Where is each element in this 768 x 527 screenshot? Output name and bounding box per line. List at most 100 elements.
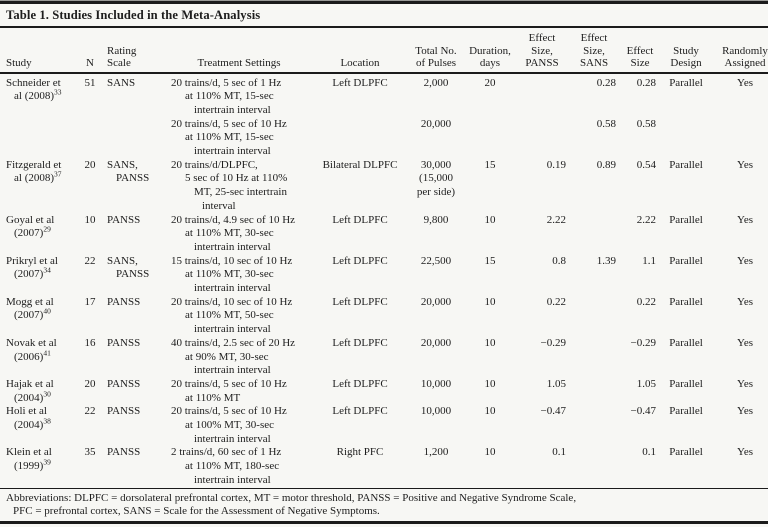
cell-line: at 110% MT, 15-sec bbox=[185, 131, 274, 144]
cell-line: PANSS bbox=[107, 295, 141, 308]
cell-random: Yes bbox=[736, 446, 753, 459]
cell-random: Yes bbox=[736, 295, 753, 308]
study-name-line: (2004)30 bbox=[14, 389, 51, 404]
cell-line: 1,200 bbox=[423, 446, 449, 459]
cell-design: Parallel bbox=[669, 405, 703, 418]
cell-line: at 100% MT, 30-sec bbox=[185, 419, 274, 432]
cell-study bbox=[0, 118, 78, 159]
cell-es_sans: 0.89 bbox=[596, 158, 616, 171]
cell-treatment: 20 trains/d/DLPFC, 5 sec of 10 Hz at 110%… bbox=[165, 159, 313, 214]
study-name-line: Hajak et al bbox=[6, 377, 54, 390]
cell-rating: SANS, PANSS bbox=[102, 255, 165, 296]
cell-treatment: 20 trains/d, 5 sec of 1 Hz at 110% MT, 15… bbox=[165, 73, 313, 118]
cell-rating: PANSS bbox=[102, 214, 165, 255]
cell-line: 5 sec of 10 Hz at 110% bbox=[185, 172, 288, 185]
study-row: Mogg et al (2007)40 17 PANSS 20 trains/d, 10… bbox=[0, 296, 768, 337]
title-underline-rule bbox=[0, 26, 768, 28]
cell-line: PANSS bbox=[116, 172, 150, 185]
cell-treatment: 2 trains/d, 60 sec of 1 Hz at 110% MT, 18… bbox=[165, 446, 313, 487]
cell-line: SANS, bbox=[107, 254, 138, 267]
cell-duration: 20 bbox=[484, 76, 496, 89]
cell-line: PANSS bbox=[107, 405, 141, 418]
header-row: Study N Rating Scale Treatment Settings Locat… bbox=[0, 28, 768, 73]
header-line: Rating bbox=[107, 44, 137, 57]
cell-line: 10,000 bbox=[420, 377, 452, 390]
cell-es: 1.05 bbox=[636, 377, 656, 390]
header-line: Size bbox=[630, 57, 650, 69]
cell-n: 35 bbox=[84, 446, 96, 459]
header-line: Scale bbox=[107, 57, 131, 69]
cell-treatment: 20 trains/d, 10 sec of 10 Hz at 110% MT, … bbox=[165, 296, 313, 337]
citation-superscript: 40 bbox=[43, 306, 51, 316]
cell-line: 9,800 bbox=[423, 213, 449, 226]
column-header-rating: Rating Scale bbox=[102, 28, 165, 73]
study-row: Novak et al (2006)41 16 PANSS 40 trains/d, 2… bbox=[0, 337, 768, 378]
cell-es: 1.1 bbox=[642, 254, 656, 267]
cell-random: Yes bbox=[736, 336, 753, 349]
cell-location: Left DLPFC bbox=[332, 254, 388, 267]
cell-n: 51 bbox=[84, 76, 96, 89]
column-header-es: Effect Size bbox=[619, 28, 661, 73]
study-row: Goyal et al (2007)29 10 PANSS 20 trains/d, 4… bbox=[0, 214, 768, 255]
cell-es_sans bbox=[569, 214, 619, 255]
cell-es_panss bbox=[515, 73, 569, 118]
header-line: N bbox=[86, 57, 94, 69]
header-line: Study bbox=[673, 44, 699, 57]
cell-es_sans: 0.58 bbox=[596, 117, 616, 130]
study-name-line: Fitzgerald et bbox=[6, 158, 62, 171]
citation-superscript: 30 bbox=[43, 389, 51, 399]
cell-line: 40 trains/d, 2.5 sec of 20 Hz bbox=[171, 336, 296, 349]
study-name-line: (2006)41 bbox=[14, 347, 51, 363]
cell-design: Parallel bbox=[669, 295, 703, 308]
cell-design: Parallel bbox=[669, 213, 703, 226]
study-row: Schneider et al (2008)33 51 SANS 20 trains/d… bbox=[0, 73, 768, 118]
cell-treatment: 20 trains/d, 5 sec of 10 Hz at 110% MT bbox=[165, 378, 313, 405]
footnote-line-1: Abbreviations: DLPFC = dorsolateral pref… bbox=[6, 491, 577, 504]
cell-es_sans bbox=[569, 296, 619, 337]
cell-n: 20 bbox=[84, 377, 96, 390]
cell-pulses: 22,500 bbox=[407, 255, 465, 296]
cell-line: 22,500 bbox=[420, 254, 452, 267]
cell-line: 20 trains/d, 5 sec of 10 Hz bbox=[171, 117, 287, 130]
citation-superscript: 41 bbox=[43, 347, 51, 357]
cell-line: 20 trains/d, 5 sec of 1 Hz bbox=[171, 76, 282, 89]
cell-design bbox=[661, 118, 711, 159]
cell-line: 20 trains/d, 10 sec of 10 Hz bbox=[171, 295, 293, 308]
cell-line: PANSS bbox=[116, 268, 150, 281]
cell-design: Parallel bbox=[669, 76, 703, 89]
cell-n: 22 bbox=[84, 405, 96, 418]
cell-pulses: 2,000 bbox=[407, 73, 465, 118]
cell-duration: 15 bbox=[484, 254, 496, 267]
cell-line: intertrain interval bbox=[194, 282, 271, 295]
cell-es_panss: 0.8 bbox=[552, 254, 566, 267]
cell-line: at 110% MT, 15-sec bbox=[185, 90, 274, 103]
cell-line: interval bbox=[202, 199, 236, 212]
cell-line: 15 trains/d, 10 sec of 10 Hz bbox=[171, 254, 293, 267]
cell-line: intertrain interval bbox=[194, 323, 271, 336]
cell-line: 2 trains/d, 60 sec of 1 Hz bbox=[171, 446, 282, 459]
cell-es_sans: 0.28 bbox=[596, 76, 616, 89]
study-name-line: Holi et al bbox=[6, 405, 47, 418]
study-name-line: al (2008)37 bbox=[14, 169, 62, 185]
cell-study: Fitzgerald et al (2008)37 bbox=[0, 159, 78, 214]
cell-rating: SANS, PANSS bbox=[102, 159, 165, 214]
cell-n: 22 bbox=[84, 254, 96, 267]
cell-line: 20 trains/d, 4.9 sec of 10 Hz bbox=[171, 213, 296, 226]
cell-es_panss: −0.29 bbox=[540, 336, 566, 349]
cell-study: Holi et al (2004)38 bbox=[0, 405, 78, 446]
study-name-line: Goyal et al bbox=[6, 213, 55, 226]
cell-line: intertrain interval bbox=[194, 432, 271, 445]
cell-pulses: 20,000 bbox=[407, 296, 465, 337]
study-row: Fitzgerald et al (2008)37 20 SANS, PANSS 20 t… bbox=[0, 159, 768, 214]
cell-line: PANSS bbox=[107, 377, 141, 390]
header-line: of Pulses bbox=[415, 57, 457, 69]
cell-es: 0.58 bbox=[636, 117, 656, 130]
cell-design: Parallel bbox=[669, 377, 703, 390]
cell-location bbox=[313, 118, 407, 159]
cell-random bbox=[711, 118, 768, 159]
table-title: Table 1. Studies Included in the Meta-An… bbox=[6, 8, 261, 22]
header-line: Size, bbox=[583, 44, 605, 57]
cell-line: at 110% MT, 180-sec bbox=[185, 460, 280, 473]
cell-rating bbox=[102, 118, 165, 159]
